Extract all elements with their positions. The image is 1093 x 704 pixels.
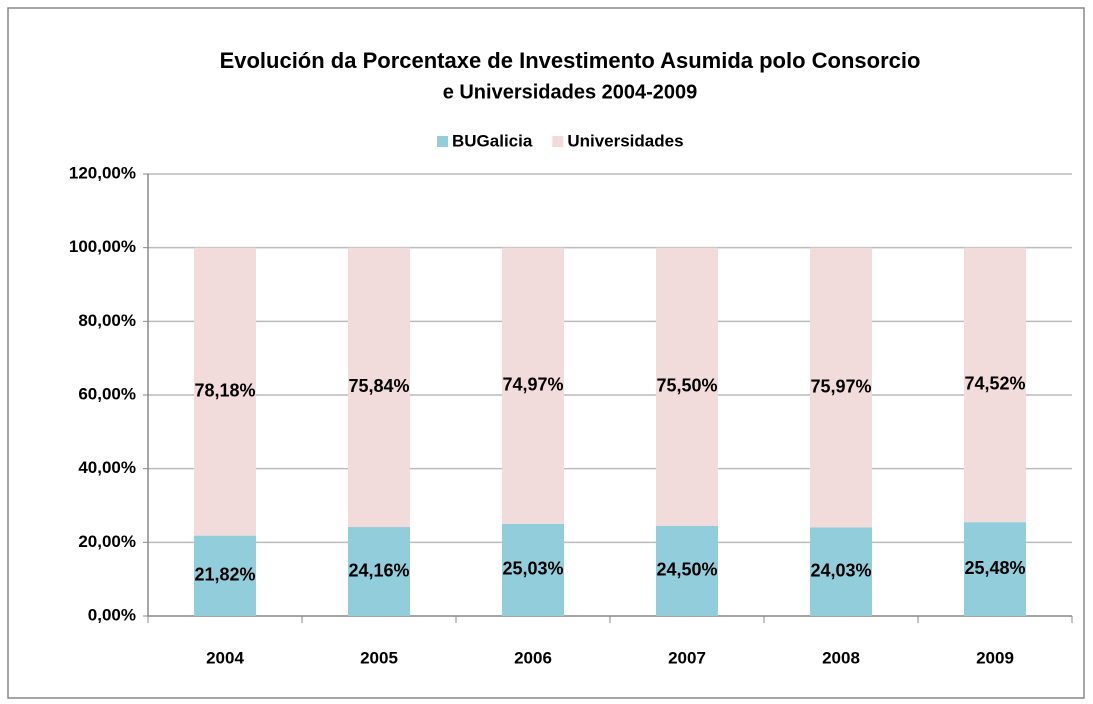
data-label: 74,52%: [964, 374, 1025, 394]
x-tick-label: 2009: [976, 648, 1014, 667]
y-tick-label: 0,00%: [88, 605, 136, 624]
bar-segment: [964, 247, 1026, 523]
data-label: 75,50%: [656, 375, 717, 395]
chart-title: e Universidades 2004-2009: [443, 81, 698, 103]
x-tick-label: 2005: [360, 648, 398, 667]
chart-title: Evolución da Porcentaxe de Investimento …: [220, 48, 921, 73]
x-tick-label: 2008: [822, 648, 860, 667]
data-label: 24,16%: [348, 560, 409, 580]
legend-swatch: [552, 136, 564, 147]
x-tick-label: 2004: [206, 648, 244, 667]
data-label: 74,97%: [502, 374, 563, 394]
data-label: 25,48%: [964, 558, 1025, 578]
data-label: 21,82%: [194, 565, 255, 585]
y-tick-label: 40,00%: [78, 458, 136, 477]
y-tick-label: 60,00%: [78, 384, 136, 403]
y-tick-label: 100,00%: [69, 237, 136, 256]
data-label: 25,03%: [502, 559, 563, 579]
x-tick-label: 2006: [514, 648, 552, 667]
bar-segment: [964, 522, 1026, 616]
bar-segment: [348, 527, 410, 616]
y-tick-label: 20,00%: [78, 532, 136, 551]
data-label: 24,03%: [810, 560, 871, 580]
y-tick-label: 120,00%: [69, 163, 136, 182]
y-tick-label: 80,00%: [78, 311, 136, 330]
data-label: 24,50%: [656, 560, 717, 580]
bar-segment: [194, 247, 256, 536]
bar-segment: [656, 525, 718, 616]
data-label: 75,84%: [348, 376, 409, 396]
data-label: 75,97%: [810, 376, 871, 396]
legend-swatch: [437, 136, 448, 147]
data-label: 78,18%: [194, 380, 255, 400]
bar-segment: [194, 535, 256, 616]
bar-segment: [502, 247, 564, 524]
legend-label: BUGalicia: [452, 131, 533, 150]
bar-segment: [656, 247, 718, 526]
x-tick-label: 2007: [668, 648, 706, 667]
bar-segment: [348, 247, 410, 528]
bar-segment: [502, 523, 564, 616]
legend-label: Universidades: [567, 131, 683, 150]
bar-segment: [810, 247, 872, 528]
bar-segment: [810, 527, 872, 616]
